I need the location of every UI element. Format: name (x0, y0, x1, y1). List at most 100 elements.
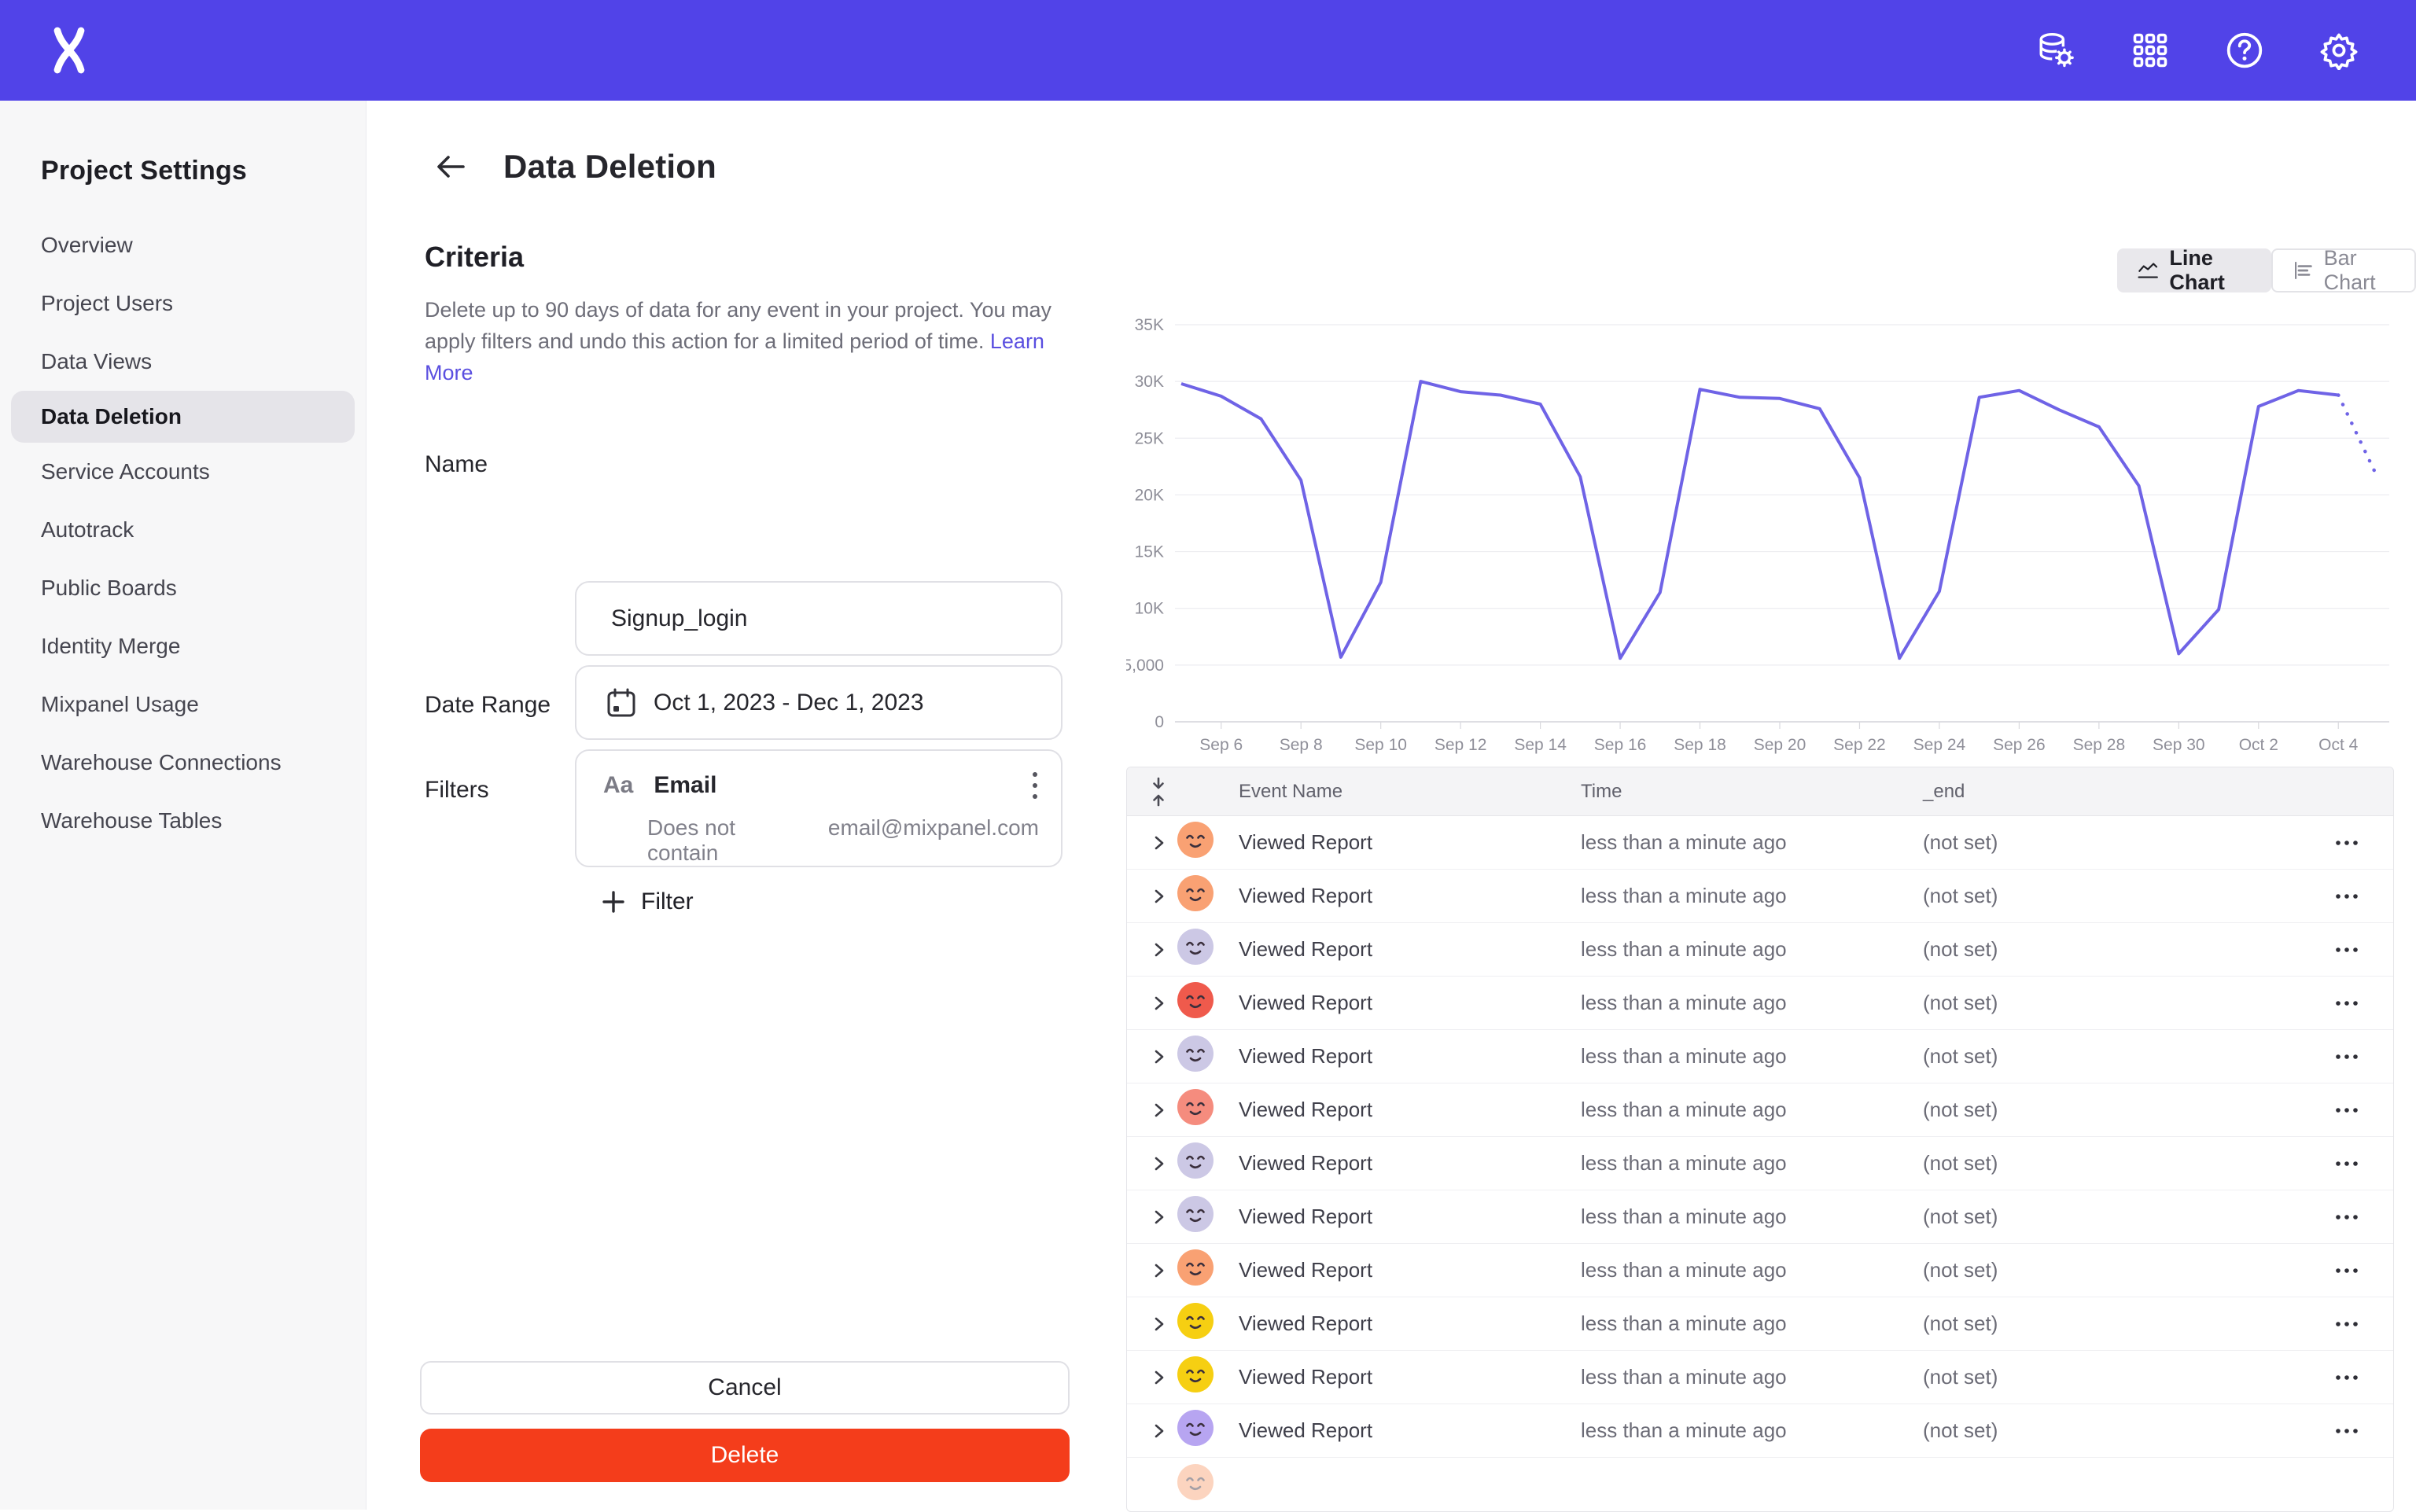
svg-text:35K: 35K (1135, 316, 1164, 334)
table-header-row: Event Name Time _end (1127, 767, 2393, 816)
user-avatar (1177, 1303, 1214, 1339)
table-body: Viewed Report less than a minute ago (not … (1127, 816, 2393, 1511)
time-cell: less than a minute ago (1581, 1098, 1787, 1121)
table-row[interactable]: Viewed Report less than a minute ago (not … (1127, 1244, 2393, 1297)
filter-operator[interactable]: Does not contain (647, 815, 736, 865)
sidebar-item-autotrack[interactable]: Autotrack (41, 517, 134, 542)
expand-row-button[interactable] (1140, 834, 1177, 852)
row-actions-button[interactable] (2333, 946, 2393, 954)
sidebar-item-warehouse-connections[interactable]: Warehouse Connections (41, 750, 282, 774)
sidebar-item-warehouse-tables[interactable]: Warehouse Tables (41, 808, 223, 833)
criteria-description: Delete up to 90 days of data for any eve… (425, 298, 1052, 384)
end-cell: (not set) (1923, 830, 1998, 854)
svg-text:0: 0 (1155, 713, 1164, 731)
add-filter-button[interactable]: Filter (602, 888, 694, 915)
row-actions-button[interactable] (2333, 1374, 2393, 1381)
data-management-icon[interactable] (2035, 30, 2076, 71)
table-row[interactable]: Viewed Report less than a minute ago (not … (1127, 816, 2393, 870)
table-row-partial (1127, 1458, 2393, 1511)
back-button[interactable] (431, 149, 469, 184)
column-header-time[interactable]: Time (1581, 780, 1622, 802)
delete-button[interactable]: Delete (420, 1429, 1070, 1482)
row-actions-button[interactable] (2333, 1160, 2393, 1168)
sidebar-item-overview[interactable]: Overview (41, 233, 133, 257)
filter-card[interactable]: Aa Email Does not contain email@mixpanel… (575, 749, 1063, 867)
expand-row-button[interactable] (1140, 941, 1177, 958)
table-row[interactable]: Viewed Report less than a minute ago (not … (1127, 1297, 2393, 1351)
line-chart-toggle-button[interactable]: Line Chart (2117, 246, 2271, 294)
row-actions-button[interactable] (2333, 1320, 2393, 1328)
sidebar-item-public-boards[interactable]: Public Boards (41, 576, 177, 600)
event-name-cell: Viewed Report (1239, 1312, 1373, 1335)
add-filter-label: Filter (641, 888, 694, 914)
svg-text:Oct 2: Oct 2 (2239, 736, 2278, 754)
help-icon[interactable] (2224, 30, 2265, 71)
row-actions-button[interactable] (2333, 892, 2393, 900)
mixpanel-logo-icon[interactable] (46, 27, 93, 74)
name-value: Signup_login (611, 605, 748, 631)
row-actions-button[interactable] (2333, 999, 2393, 1007)
table-row[interactable]: Viewed Report less than a minute ago (not … (1127, 1404, 2393, 1458)
expand-row-button[interactable] (1140, 995, 1177, 1012)
sidebar-item-mixpanel-usage[interactable]: Mixpanel Usage (41, 692, 199, 716)
name-input[interactable]: Signup_login (575, 581, 1063, 656)
cancel-button[interactable]: Cancel (420, 1361, 1070, 1415)
expand-row-button[interactable] (1140, 888, 1177, 905)
event-name-cell: Viewed Report (1239, 1418, 1373, 1442)
filter-value[interactable]: email@mixpanel.com (827, 815, 1039, 840)
row-actions-button[interactable] (2333, 1427, 2393, 1435)
event-name-cell: Viewed Report (1239, 1151, 1373, 1175)
sidebar-item-identity-merge[interactable]: Identity Merge (41, 634, 181, 658)
table-row[interactable]: Viewed Report less than a minute ago (not … (1127, 977, 2393, 1030)
row-actions-button[interactable] (2333, 1053, 2393, 1061)
sidebar-item-service-accounts[interactable]: Service Accounts (41, 459, 210, 484)
date-range-value: Oct 1, 2023 - Dec 1, 2023 (654, 689, 924, 716)
sidebar-item-data-views[interactable]: Data Views (41, 349, 153, 373)
filter-property: Email (654, 772, 717, 798)
row-actions-button[interactable] (2333, 1213, 2393, 1221)
column-header-event-name[interactable]: Event Name (1239, 780, 1343, 802)
sidebar-item-project-users[interactable]: Project Users (41, 291, 174, 315)
table-row[interactable]: Viewed Report less than a minute ago (not … (1127, 870, 2393, 923)
row-actions-button[interactable] (2333, 1106, 2393, 1114)
end-cell: (not set) (1923, 1365, 1998, 1389)
apps-grid-icon[interactable] (2130, 30, 2171, 71)
expand-row-button[interactable] (1140, 1208, 1177, 1226)
table-row[interactable]: Viewed Report less than a minute ago (not … (1127, 923, 2393, 977)
row-actions-button[interactable] (2333, 839, 2393, 847)
expand-row-chevron-icon (1155, 1264, 1163, 1277)
end-cell: (not set) (1923, 937, 1998, 961)
expand-row-button[interactable] (1140, 1262, 1177, 1279)
table-row[interactable]: Viewed Report less than a minute ago (not … (1127, 1351, 2393, 1404)
time-cell: less than a minute ago (1581, 1365, 1787, 1389)
time-cell: less than a minute ago (1581, 1418, 1787, 1442)
sidebar-item-data-deletion[interactable]: Data Deletion (11, 391, 355, 443)
expand-row-chevron-icon (1155, 1317, 1163, 1330)
event-name-cell: Viewed Report (1239, 1098, 1373, 1121)
expand-row-button[interactable] (1140, 1422, 1177, 1440)
table-row[interactable]: Viewed Report less than a minute ago (not … (1127, 1030, 2393, 1083)
table-row[interactable]: Viewed Report less than a minute ago (not … (1127, 1190, 2393, 1244)
expand-row-button[interactable] (1140, 1102, 1177, 1119)
expand-row-chevron-icon (1155, 943, 1163, 956)
learn-more-link[interactable]: Learn More (425, 329, 1044, 384)
table-row[interactable]: Viewed Report less than a minute ago (not … (1127, 1083, 2393, 1137)
time-cell: less than a minute ago (1581, 830, 1787, 854)
event-name-cell: Viewed Report (1239, 1044, 1373, 1068)
filter-kebab-menu-icon[interactable] (1031, 770, 1039, 801)
expand-row-button[interactable] (1140, 1155, 1177, 1172)
settings-gear-icon[interactable] (2318, 30, 2359, 71)
date-range-label: Date Range (425, 692, 551, 718)
expand-row-button[interactable] (1140, 1369, 1177, 1386)
expand-row-button[interactable] (1140, 1048, 1177, 1065)
date-range-input[interactable]: Oct 1, 2023 - Dec 1, 2023 (575, 665, 1063, 740)
expand-row-button[interactable] (1140, 1315, 1177, 1333)
sort-rows-icon[interactable] (1140, 777, 1177, 807)
table-row[interactable]: Viewed Report less than a minute ago (not … (1127, 1137, 2393, 1190)
bar-chart-toggle-button[interactable]: Bar Chart (2271, 246, 2416, 294)
column-header-end[interactable]: _end (1923, 780, 1965, 802)
row-actions-button[interactable] (2333, 1267, 2393, 1275)
text-property-type-icon: Aa (603, 772, 634, 798)
user-avatar (1177, 1196, 1214, 1232)
line-chart-toggle-label: Line Chart (2169, 246, 2225, 294)
